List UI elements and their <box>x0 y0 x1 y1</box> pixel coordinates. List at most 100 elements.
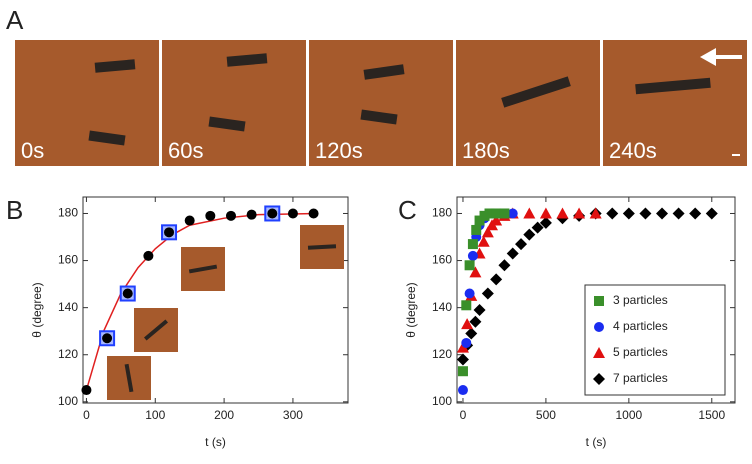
point <box>594 296 604 306</box>
point <box>205 210 216 221</box>
rod <box>360 109 398 125</box>
point <box>481 287 494 300</box>
point <box>473 304 486 317</box>
arrow-head <box>700 48 716 66</box>
rod <box>143 319 169 341</box>
point <box>506 247 519 260</box>
legend-label: 4 particles <box>613 319 668 333</box>
point <box>639 207 652 220</box>
frame-label: 0s <box>21 138 44 163</box>
plot-frame <box>456 196 736 404</box>
y-tick-label: 120 <box>58 347 78 361</box>
point <box>589 207 602 219</box>
point <box>164 227 175 238</box>
fit-line <box>85 212 318 391</box>
point <box>656 207 669 220</box>
rod <box>94 59 136 73</box>
point <box>606 207 619 220</box>
rod <box>363 64 405 80</box>
rod <box>188 264 218 274</box>
rod <box>226 53 268 67</box>
point <box>477 235 490 247</box>
point <box>593 347 605 358</box>
point <box>491 208 502 219</box>
point <box>464 260 475 271</box>
point <box>481 226 494 238</box>
legend-label: 3 particles <box>613 293 668 307</box>
panel-label: B <box>6 195 23 225</box>
point <box>246 209 257 220</box>
point <box>456 341 469 353</box>
x-tick-label: 500 <box>536 408 556 422</box>
point <box>515 238 528 251</box>
point <box>484 208 495 219</box>
rod <box>124 363 134 393</box>
point <box>464 288 475 299</box>
x-tick-label: 0 <box>460 408 467 422</box>
frame <box>309 40 453 166</box>
point <box>689 207 702 220</box>
point <box>499 208 510 219</box>
y-tick-label: 120 <box>432 347 452 361</box>
y-tick-label: 180 <box>432 206 452 220</box>
point <box>705 207 718 220</box>
point <box>457 385 468 396</box>
y-tick-label: 160 <box>432 253 452 267</box>
y-tick-label: 140 <box>58 300 78 314</box>
y-tick-label: 180 <box>58 206 78 220</box>
point <box>622 207 635 220</box>
point <box>594 322 604 332</box>
point <box>457 366 468 377</box>
point <box>287 208 298 219</box>
x-tick-label: 1500 <box>698 408 725 422</box>
point <box>469 315 482 328</box>
point <box>469 266 482 278</box>
point <box>573 207 586 219</box>
point <box>523 207 536 219</box>
point <box>467 239 478 250</box>
point <box>267 208 278 219</box>
rod <box>501 76 571 108</box>
panel-label: A <box>6 5 24 35</box>
frame-label: 240s <box>609 138 657 163</box>
point <box>467 250 478 261</box>
y-tick-label: 140 <box>432 300 452 314</box>
point <box>490 273 503 286</box>
point <box>672 207 685 220</box>
frame <box>603 40 747 166</box>
point <box>184 215 195 226</box>
point <box>531 221 544 234</box>
point <box>461 318 474 330</box>
point <box>461 337 472 348</box>
x-axis-label: t (s) <box>586 435 607 449</box>
rod <box>88 130 126 146</box>
point <box>465 327 478 340</box>
frame <box>15 40 159 166</box>
point <box>122 288 133 299</box>
point <box>456 353 469 366</box>
y-tick-label: 160 <box>58 253 78 267</box>
x-tick-label: 300 <box>283 408 303 422</box>
x-tick-label: 0 <box>83 408 90 422</box>
plot-frame <box>82 196 349 404</box>
point <box>143 250 154 261</box>
legend-label: 5 particles <box>613 345 668 359</box>
point <box>471 224 482 235</box>
point <box>523 228 536 241</box>
point <box>593 373 605 385</box>
point <box>507 208 518 219</box>
y-axis-label: θ (degree) <box>30 282 44 337</box>
rod <box>208 116 246 132</box>
y-tick-label: 100 <box>432 394 452 408</box>
point <box>102 333 113 344</box>
point <box>539 216 552 229</box>
legend-label: 7 particles <box>613 371 668 385</box>
point <box>556 207 569 219</box>
frame <box>456 40 600 166</box>
frame-label: 60s <box>168 138 203 163</box>
point <box>461 300 472 311</box>
rod <box>635 77 711 95</box>
x-tick-label: 1000 <box>615 408 642 422</box>
x-axis-label: t (s) <box>205 435 226 449</box>
